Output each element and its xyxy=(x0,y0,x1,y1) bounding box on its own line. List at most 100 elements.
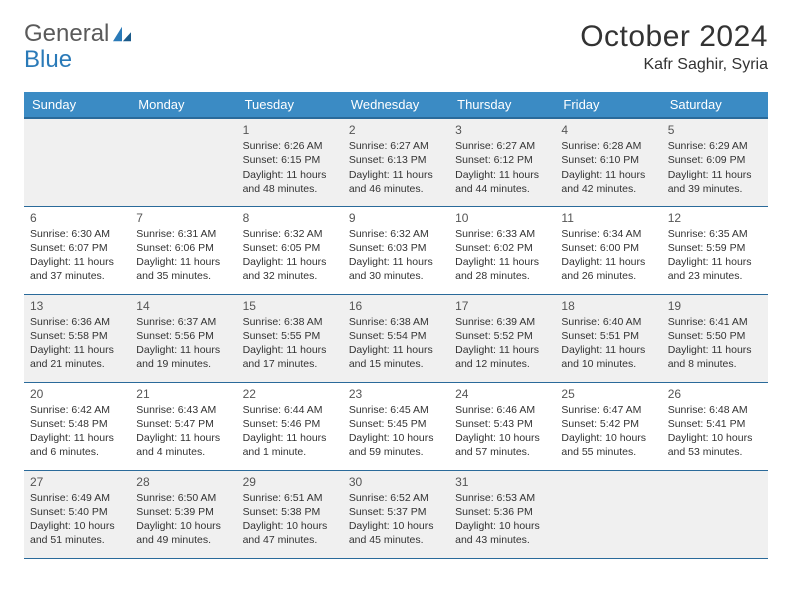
calendar-cell-empty xyxy=(24,118,130,206)
sunrise-line: Sunrise: 6:44 AM xyxy=(243,403,337,417)
daylight-line: Daylight: 11 hours and 32 minutes. xyxy=(243,255,337,283)
sunset-line: Sunset: 5:54 PM xyxy=(349,329,443,343)
calendar-row: 13Sunrise: 6:36 AMSunset: 5:58 PMDayligh… xyxy=(24,294,768,382)
calendar-cell: 23Sunrise: 6:45 AMSunset: 5:45 PMDayligh… xyxy=(343,382,449,470)
calendar-cell: 15Sunrise: 6:38 AMSunset: 5:55 PMDayligh… xyxy=(237,294,343,382)
day-header: Saturday xyxy=(662,92,768,118)
sunrise-line: Sunrise: 6:47 AM xyxy=(561,403,655,417)
day-number: 8 xyxy=(243,210,337,226)
calendar-row: 6Sunrise: 6:30 AMSunset: 6:07 PMDaylight… xyxy=(24,206,768,294)
sunrise-line: Sunrise: 6:31 AM xyxy=(136,227,230,241)
calendar-cell: 22Sunrise: 6:44 AMSunset: 5:46 PMDayligh… xyxy=(237,382,343,470)
sunrise-line: Sunrise: 6:40 AM xyxy=(561,315,655,329)
sunset-line: Sunset: 6:00 PM xyxy=(561,241,655,255)
location: Kafr Saghir, Syria xyxy=(580,56,768,74)
daylight-line: Daylight: 11 hours and 8 minutes. xyxy=(668,343,762,371)
sunset-line: Sunset: 5:48 PM xyxy=(30,417,124,431)
day-header: Tuesday xyxy=(237,92,343,118)
daylight-line: Daylight: 11 hours and 35 minutes. xyxy=(136,255,230,283)
sunset-line: Sunset: 5:47 PM xyxy=(136,417,230,431)
calendar-table: SundayMondayTuesdayWednesdayThursdayFrid… xyxy=(24,92,768,559)
sunset-line: Sunset: 5:51 PM xyxy=(561,329,655,343)
calendar-cell: 20Sunrise: 6:42 AMSunset: 5:48 PMDayligh… xyxy=(24,382,130,470)
daylight-line: Daylight: 10 hours and 47 minutes. xyxy=(243,519,337,547)
calendar-cell-empty xyxy=(555,470,661,558)
calendar-cell-empty xyxy=(662,470,768,558)
daylight-line: Daylight: 10 hours and 45 minutes. xyxy=(349,519,443,547)
day-number: 26 xyxy=(668,386,762,402)
calendar-cell: 2Sunrise: 6:27 AMSunset: 6:13 PMDaylight… xyxy=(343,118,449,206)
calendar-cell: 14Sunrise: 6:37 AMSunset: 5:56 PMDayligh… xyxy=(130,294,236,382)
calendar-cell-empty xyxy=(130,118,236,206)
sunset-line: Sunset: 6:15 PM xyxy=(243,153,337,167)
day-header: Thursday xyxy=(449,92,555,118)
daylight-line: Daylight: 11 hours and 17 minutes. xyxy=(243,343,337,371)
logo-blue-wrapper: Blue xyxy=(24,46,72,74)
sunset-line: Sunset: 6:06 PM xyxy=(136,241,230,255)
day-number: 5 xyxy=(668,122,762,138)
sunset-line: Sunset: 5:41 PM xyxy=(668,417,762,431)
day-header-row: SundayMondayTuesdayWednesdayThursdayFrid… xyxy=(24,92,768,118)
calendar-cell: 21Sunrise: 6:43 AMSunset: 5:47 PMDayligh… xyxy=(130,382,236,470)
calendar-cell: 4Sunrise: 6:28 AMSunset: 6:10 PMDaylight… xyxy=(555,118,661,206)
daylight-line: Daylight: 11 hours and 30 minutes. xyxy=(349,255,443,283)
calendar-cell: 17Sunrise: 6:39 AMSunset: 5:52 PMDayligh… xyxy=(449,294,555,382)
calendar-cell: 31Sunrise: 6:53 AMSunset: 5:36 PMDayligh… xyxy=(449,470,555,558)
day-header: Sunday xyxy=(24,92,130,118)
day-number: 9 xyxy=(349,210,443,226)
sunset-line: Sunset: 6:13 PM xyxy=(349,153,443,167)
day-number: 4 xyxy=(561,122,655,138)
sunrise-line: Sunrise: 6:48 AM xyxy=(668,403,762,417)
sunset-line: Sunset: 5:43 PM xyxy=(455,417,549,431)
day-header: Friday xyxy=(555,92,661,118)
sunset-line: Sunset: 5:36 PM xyxy=(455,505,549,519)
day-number: 22 xyxy=(243,386,337,402)
calendar-cell: 18Sunrise: 6:40 AMSunset: 5:51 PMDayligh… xyxy=(555,294,661,382)
sunset-line: Sunset: 5:45 PM xyxy=(349,417,443,431)
calendar-cell: 12Sunrise: 6:35 AMSunset: 5:59 PMDayligh… xyxy=(662,206,768,294)
day-header: Monday xyxy=(130,92,236,118)
calendar-cell: 5Sunrise: 6:29 AMSunset: 6:09 PMDaylight… xyxy=(662,118,768,206)
sunset-line: Sunset: 5:55 PM xyxy=(243,329,337,343)
sunrise-line: Sunrise: 6:27 AM xyxy=(455,139,549,153)
daylight-line: Daylight: 11 hours and 26 minutes. xyxy=(561,255,655,283)
daylight-line: Daylight: 11 hours and 10 minutes. xyxy=(561,343,655,371)
calendar-cell: 19Sunrise: 6:41 AMSunset: 5:50 PMDayligh… xyxy=(662,294,768,382)
calendar-cell: 1Sunrise: 6:26 AMSunset: 6:15 PMDaylight… xyxy=(237,118,343,206)
calendar-cell: 10Sunrise: 6:33 AMSunset: 6:02 PMDayligh… xyxy=(449,206,555,294)
sunrise-line: Sunrise: 6:37 AM xyxy=(136,315,230,329)
day-number: 14 xyxy=(136,298,230,314)
daylight-line: Daylight: 11 hours and 19 minutes. xyxy=(136,343,230,371)
sunset-line: Sunset: 5:37 PM xyxy=(349,505,443,519)
sunrise-line: Sunrise: 6:43 AM xyxy=(136,403,230,417)
sunrise-line: Sunrise: 6:46 AM xyxy=(455,403,549,417)
calendar-cell: 27Sunrise: 6:49 AMSunset: 5:40 PMDayligh… xyxy=(24,470,130,558)
calendar-cell: 13Sunrise: 6:36 AMSunset: 5:58 PMDayligh… xyxy=(24,294,130,382)
day-number: 30 xyxy=(349,474,443,490)
calendar-cell: 9Sunrise: 6:32 AMSunset: 6:03 PMDaylight… xyxy=(343,206,449,294)
day-number: 12 xyxy=(668,210,762,226)
daylight-line: Daylight: 10 hours and 49 minutes. xyxy=(136,519,230,547)
daylight-line: Daylight: 11 hours and 6 minutes. xyxy=(30,431,124,459)
day-number: 1 xyxy=(243,122,337,138)
sunrise-line: Sunrise: 6:50 AM xyxy=(136,491,230,505)
calendar-cell: 24Sunrise: 6:46 AMSunset: 5:43 PMDayligh… xyxy=(449,382,555,470)
sunrise-line: Sunrise: 6:33 AM xyxy=(455,227,549,241)
day-number: 29 xyxy=(243,474,337,490)
daylight-line: Daylight: 11 hours and 4 minutes. xyxy=(136,431,230,459)
sunrise-line: Sunrise: 6:52 AM xyxy=(349,491,443,505)
calendar-cell: 30Sunrise: 6:52 AMSunset: 5:37 PMDayligh… xyxy=(343,470,449,558)
sunrise-line: Sunrise: 6:34 AM xyxy=(561,227,655,241)
daylight-line: Daylight: 11 hours and 1 minute. xyxy=(243,431,337,459)
calendar-cell: 3Sunrise: 6:27 AMSunset: 6:12 PMDaylight… xyxy=(449,118,555,206)
calendar-cell: 7Sunrise: 6:31 AMSunset: 6:06 PMDaylight… xyxy=(130,206,236,294)
month-title: October 2024 xyxy=(580,20,768,54)
daylight-line: Daylight: 10 hours and 57 minutes. xyxy=(455,431,549,459)
day-number: 17 xyxy=(455,298,549,314)
sunset-line: Sunset: 5:50 PM xyxy=(668,329,762,343)
calendar-body: 1Sunrise: 6:26 AMSunset: 6:15 PMDaylight… xyxy=(24,118,768,558)
sunrise-line: Sunrise: 6:32 AM xyxy=(349,227,443,241)
logo: General xyxy=(24,20,135,48)
day-number: 7 xyxy=(136,210,230,226)
sunset-line: Sunset: 6:05 PM xyxy=(243,241,337,255)
